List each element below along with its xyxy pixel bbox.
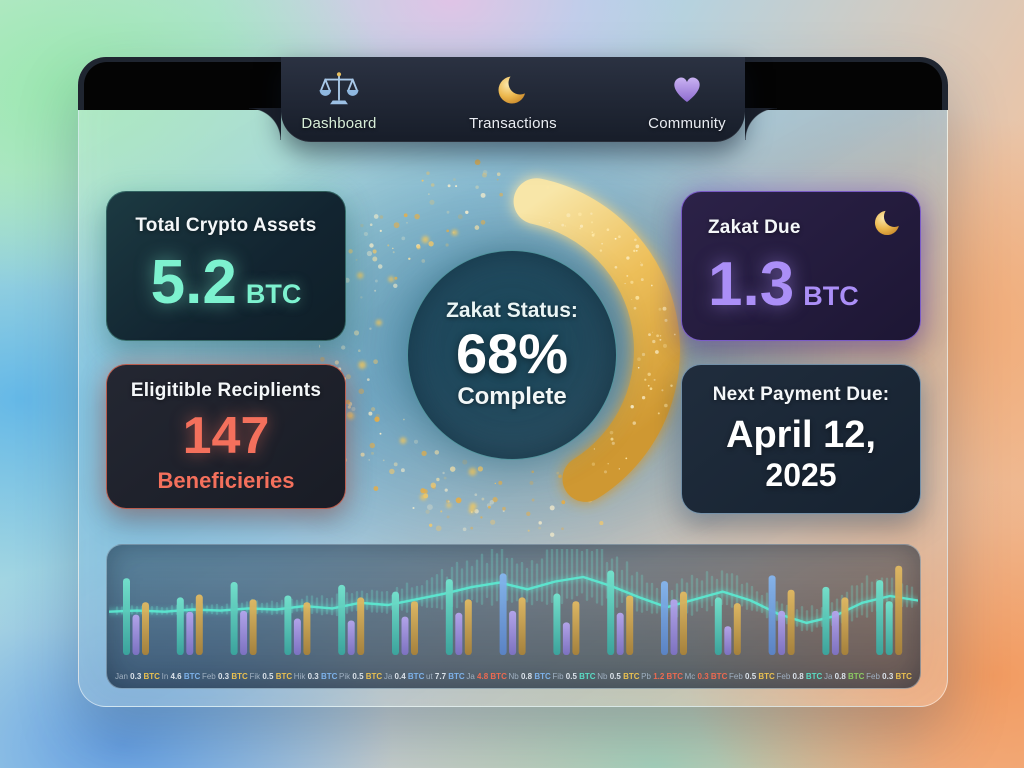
total-assets-unit: BTC (245, 278, 302, 309)
chart-label: Feb 0.5 BTC (729, 672, 775, 681)
nav-label-dashboard: Dashboard (301, 115, 377, 132)
zakat-due-value: 1.3 (708, 249, 795, 319)
crescent-moon-icon (493, 67, 533, 111)
chart-label: Ja 0.8 BTC (823, 672, 865, 681)
zakat-status-label: Zakat Status: (446, 298, 578, 322)
recipients-count: 147 (182, 406, 270, 465)
zakat-status-circle: Zakat Status: 68% Complete (407, 250, 617, 460)
nav-label-community: Community (648, 115, 726, 132)
zakat-status-complete: Complete (457, 383, 567, 411)
chart-label: Jan 0.3 BTC (115, 672, 160, 681)
card-eligible-recipients: Eligitible Reciplients 147 Beneficieries (106, 364, 346, 509)
nav-label-transactions: Transactions (469, 115, 557, 132)
chart-label: Mc 0.3 BTC (684, 672, 728, 681)
nav-item-community[interactable]: Community (632, 67, 742, 132)
card-title: Zakat Due (708, 216, 801, 238)
chart-label: Ja 0.4 BTC (383, 672, 425, 681)
card-next-payment: Next Payment Due: April 12, 2025 (681, 364, 921, 514)
chart-label: ut 7.7 BTC (426, 672, 465, 681)
nav-pill-right-fillet (745, 108, 777, 140)
chart-label: Feb 0.3 BTC (866, 672, 912, 681)
card-zakat-due: Zakat Due 1.3 BTC (681, 191, 921, 341)
zakat-due-unit: BTC (803, 280, 859, 311)
heart-icon (667, 67, 707, 111)
chart-label: Nb 0.8 BTC (508, 672, 551, 681)
scales-icon (318, 67, 360, 111)
total-assets-value: 5.2 (150, 247, 237, 317)
chart-label: Fib 0.5 BTC (552, 672, 596, 681)
chart-label: Ja 4.8 BTC (466, 672, 507, 681)
card-title: Eligitible Reciplients (130, 379, 322, 401)
nav-bar: Dashboard Transactions (281, 57, 745, 142)
chart-label: Fik 0.5 BTC (249, 672, 293, 681)
card-title: Next Payment Due: (712, 383, 890, 405)
chart-bars-and-waveform (109, 549, 918, 655)
chart-label: Pik 0.5 BTC (339, 672, 383, 681)
card-title: Total Crypto Assets (135, 214, 317, 236)
chart-label-row: Jan 0.3 BTC In 4.6 BTC Feb 0.3 BTC Fik 0.5 … (115, 672, 912, 681)
nav-pill-left-fillet (249, 108, 281, 140)
glass-dashboard-panel: Dashboard Transactions (78, 57, 948, 707)
btc-history-chart: Jan 0.3 BTC In 4.6 BTC Feb 0.3 BTC Fik 0.5 … (106, 544, 921, 689)
recipients-unit: Beneficieries (157, 467, 295, 493)
chart-label: Pb 1.2 BTC (641, 672, 683, 681)
next-payment-year: 2025 (765, 457, 837, 494)
nav-item-transactions[interactable]: Transactions (458, 67, 568, 132)
crescent-moon-icon (870, 204, 906, 245)
chart-label: Feb 0.8 BTC (776, 672, 823, 681)
card-total-crypto-assets: Total Crypto Assets 5.2 BTC (106, 191, 346, 341)
next-payment-date: April 12, (726, 413, 876, 456)
chart-label: Feb 0.3 BTC (201, 672, 248, 681)
zakat-status-percent: 68% (455, 321, 569, 385)
nav-item-dashboard[interactable]: Dashboard (284, 67, 394, 132)
chart-label: In 4.6 BTC (161, 672, 201, 681)
chart-label: Hik 0.3 BTC (293, 672, 338, 681)
chart-label: Nb 0.5 BTC (597, 672, 640, 681)
